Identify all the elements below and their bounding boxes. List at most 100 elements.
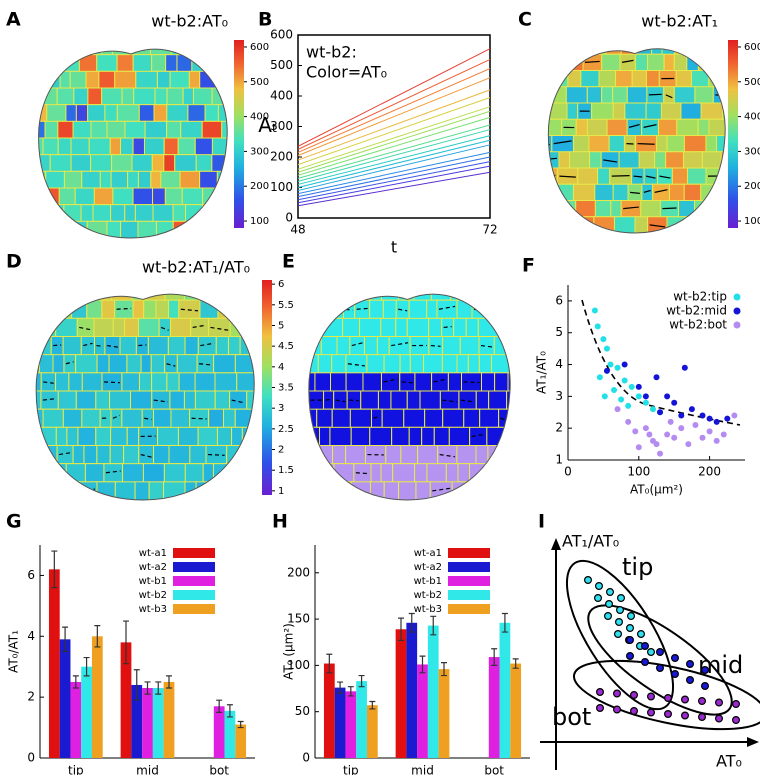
cell [548,53,557,71]
crack [643,124,657,128]
cell [169,390,185,410]
colorbar-label: 2 [278,445,284,456]
cell [158,317,172,338]
cell [680,102,702,120]
cell [480,372,496,392]
cell [45,170,65,189]
cell [499,481,511,500]
cell [586,86,603,104]
cell [586,118,608,136]
cell [81,408,101,428]
cell [214,390,231,410]
y-tick-label: 0 [302,751,310,765]
error-bar [94,625,101,648]
y-tick-label: 150 [287,612,310,626]
error-bar [419,655,426,674]
cell [151,54,167,72]
cell [558,151,571,169]
crack [373,415,381,419]
point [706,415,713,422]
cell [448,426,471,447]
cell [491,354,511,374]
x-tick-label: mid [136,764,159,775]
crack [628,123,640,128]
cell [154,87,168,106]
cell [36,426,38,447]
bar [213,706,225,758]
point [692,422,699,428]
bar [356,681,367,758]
crack [199,363,212,366]
colorbar-label: 5 [278,320,284,331]
colorbar-label: 100 [250,216,269,227]
cell [166,372,180,392]
cell [414,463,428,483]
error-bar [501,612,508,633]
cell [590,48,607,55]
cell [424,408,444,428]
error-bar [408,612,415,633]
point [646,431,653,438]
cell [589,151,602,169]
cell [172,204,187,222]
crack [308,308,320,313]
cell [124,120,146,139]
cell [441,354,458,374]
cell [114,481,136,500]
cell [87,104,106,122]
y-tick-label: 2 [27,690,35,704]
y-tick-label: 100 [287,658,310,672]
cell [110,204,126,222]
cell [701,151,722,169]
dot [614,617,623,626]
cell [683,135,707,153]
crack [659,175,671,179]
cell [716,135,726,153]
cell [49,299,62,319]
legend-swatch [448,562,490,572]
dot [646,708,655,717]
cell [42,137,59,156]
annotation: wt-b2: [306,43,357,62]
cell [331,354,347,374]
cell [55,49,73,56]
cell [504,426,511,447]
panel-label: G [6,511,22,533]
point [653,374,660,381]
crack [500,417,509,422]
crack [438,305,456,310]
crack [507,291,517,292]
point [596,374,603,381]
cell [212,463,231,500]
y-tick-label: 300 [270,119,293,133]
point [614,406,621,413]
crack [144,417,152,421]
panel-label: D [6,251,22,273]
cell [575,48,592,55]
outline [547,48,726,234]
cell [116,54,134,72]
cell [204,104,219,122]
cell [309,463,321,500]
cell [555,53,572,71]
bar [142,688,153,758]
error-bar [358,674,365,688]
error-bar [398,617,404,641]
cell [395,317,408,338]
point [685,441,692,448]
crack [356,307,368,310]
point [713,437,720,444]
cell [626,86,648,104]
cell [548,102,568,120]
cell [499,463,511,483]
dot [700,665,709,674]
legend-marker [733,293,741,301]
cell [686,53,699,71]
cell [160,170,181,189]
cell [350,481,371,500]
y-axis-label: AT₀ (µm²) [282,623,296,680]
series-line [297,156,491,198]
cell [96,354,110,374]
cell [180,120,203,139]
colorbar-label: 400 [250,112,269,123]
